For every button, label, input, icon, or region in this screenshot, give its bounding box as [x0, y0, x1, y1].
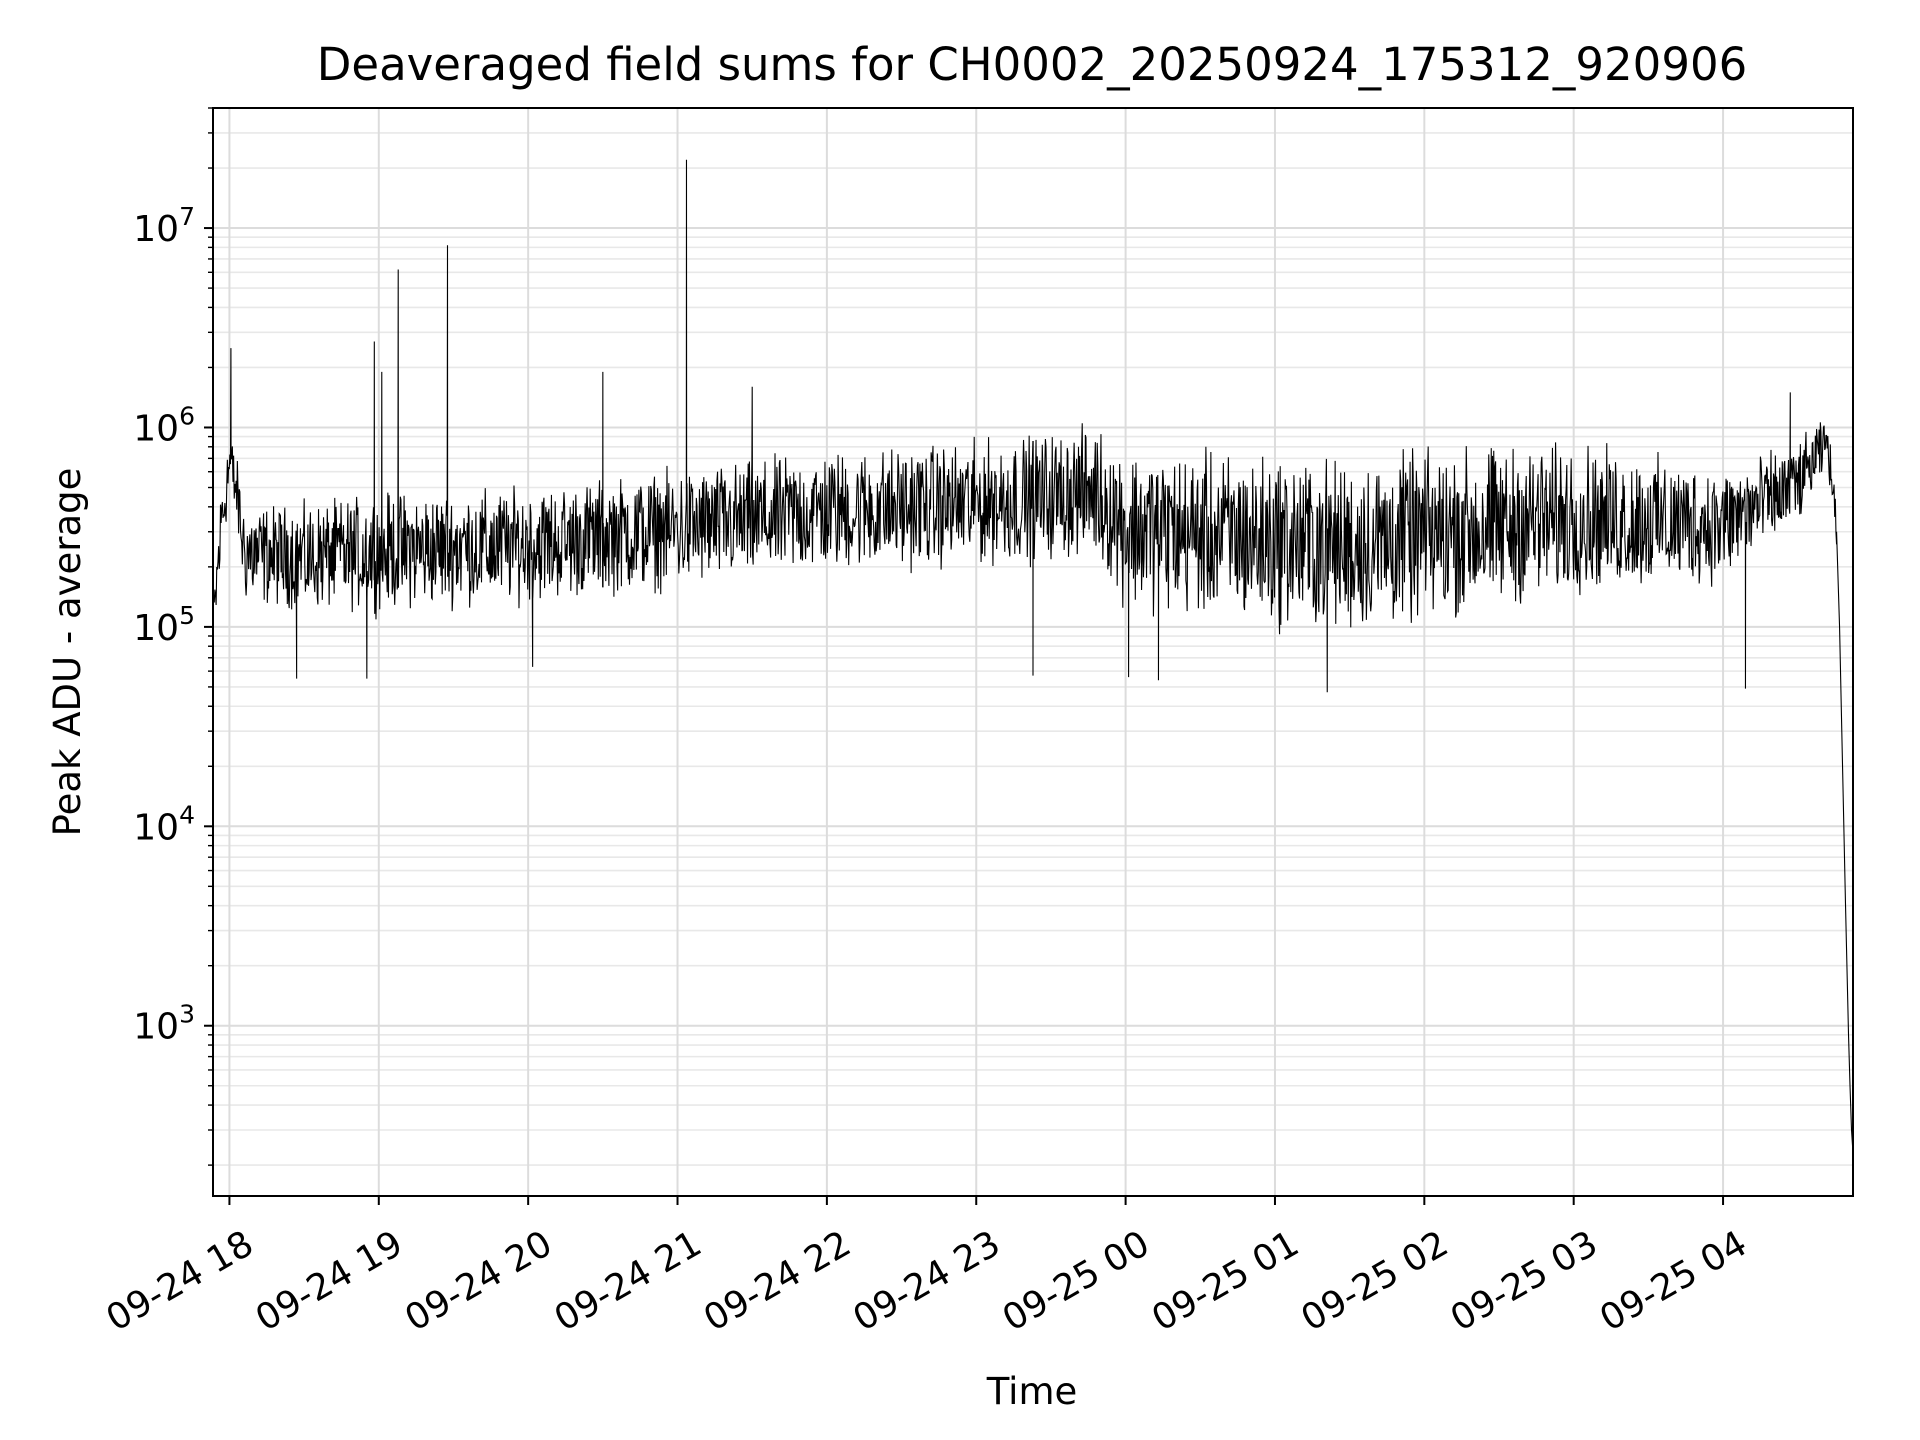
chart-title: Deaveraged field sums for CH0002_2025092…	[317, 38, 1747, 91]
x-axis-label: Time	[986, 1370, 1078, 1413]
y-tick-label: 106	[133, 401, 195, 449]
y-tick-label: 105	[133, 601, 195, 649]
y-axis-label: Peak ADU - average	[46, 468, 89, 837]
y-tick-label: 104	[133, 800, 195, 848]
y-tick-label: 103	[133, 1000, 195, 1048]
plot-frame	[212, 107, 1854, 1197]
y-axis: 103 104 105 106 107	[133, 107, 213, 1166]
series-line	[212, 159, 1854, 1154]
y-tick-label: 107	[133, 202, 195, 250]
plot-area	[212, 159, 1854, 1154]
